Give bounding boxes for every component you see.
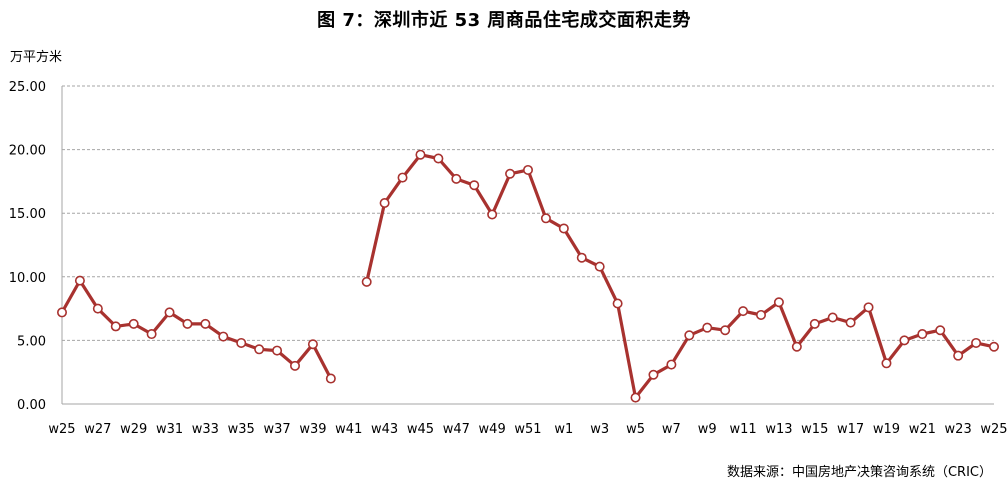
- axes: [61, 86, 994, 405]
- data-point: [254, 344, 265, 355]
- series-line-segment: [60, 279, 333, 380]
- x-tick-label: w29: [120, 422, 147, 437]
- data-point: [809, 318, 820, 329]
- data-point: [451, 173, 462, 184]
- data-point: [935, 325, 946, 336]
- series-line: [60, 153, 995, 400]
- data-point: [684, 330, 695, 341]
- data-point: [917, 329, 928, 340]
- gridlines: [62, 85, 994, 341]
- data-point: [953, 350, 964, 361]
- x-tick-label: w5: [626, 422, 645, 437]
- data-point: [971, 337, 982, 348]
- x-tick-label: w41: [335, 422, 362, 437]
- chart-title: 图 7：深圳市近 53 周商品住宅成交面积走势: [317, 10, 691, 31]
- x-tick-label: w3: [590, 422, 609, 437]
- x-tick-label: w23: [945, 422, 972, 437]
- data-point: [325, 373, 336, 384]
- y-tick-label: 25.00: [9, 80, 46, 95]
- x-tick-label: w9: [698, 422, 717, 437]
- data-point: [200, 318, 211, 329]
- data-point: [182, 318, 193, 329]
- data-point: [307, 339, 318, 350]
- x-tick-label: w7: [662, 422, 681, 437]
- data-point: [361, 276, 372, 287]
- data-point: [576, 252, 587, 263]
- x-tick-label: w33: [192, 422, 219, 437]
- series-line-segment: [365, 153, 995, 400]
- data-point: [863, 302, 874, 313]
- x-tick-label: w21: [909, 422, 936, 437]
- x-tick-label: w45: [407, 422, 434, 437]
- data-point: [738, 306, 749, 317]
- data-point: [827, 312, 838, 323]
- x-tick-label: w1: [554, 422, 573, 437]
- data-source-note: 数据来源：中国房地产决策咨询系统（CRIC）: [726, 465, 992, 480]
- data-point: [236, 337, 247, 348]
- data-point: [558, 223, 569, 234]
- data-point: [845, 317, 856, 328]
- data-point: [74, 275, 85, 286]
- y-axis-unit-label: 万平方米: [10, 50, 63, 65]
- x-tick-label: w25: [48, 422, 75, 437]
- x-tick-label: w47: [443, 422, 470, 437]
- data-point: [146, 329, 157, 340]
- data-point: [379, 198, 390, 209]
- x-tick-label: w25: [980, 422, 1007, 437]
- data-point: [272, 345, 283, 356]
- data-point: [487, 209, 498, 220]
- data-point: [110, 321, 121, 332]
- y-tick-labels: 0.00 5.00 10.00 15.00 20.00 25.00: [9, 80, 46, 413]
- data-point: [755, 309, 766, 320]
- data-point: [56, 307, 67, 318]
- data-point: [899, 335, 910, 346]
- data-point: [540, 213, 551, 224]
- y-tick-label: 10.00: [9, 271, 46, 286]
- data-point: [522, 164, 533, 175]
- data-point: [164, 307, 175, 318]
- data-point: [630, 392, 641, 403]
- x-tick-label: w19: [873, 422, 900, 437]
- data-point: [505, 168, 516, 179]
- data-points: [56, 149, 999, 403]
- x-tick-label: w11: [729, 422, 756, 437]
- data-point: [92, 303, 103, 314]
- data-point: [218, 331, 229, 342]
- data-point: [773, 297, 784, 308]
- data-point: [433, 153, 444, 164]
- y-tick-label: 15.00: [9, 207, 46, 222]
- y-tick-label: 20.00: [9, 144, 46, 159]
- x-tick-label: w37: [263, 422, 290, 437]
- x-tick-label: w51: [514, 422, 541, 437]
- data-point: [415, 149, 426, 160]
- x-tick-label: w13: [765, 422, 792, 437]
- data-point: [702, 322, 713, 333]
- x-tick-label: w17: [837, 422, 864, 437]
- x-tick-label: w43: [371, 422, 398, 437]
- data-point: [612, 298, 623, 309]
- data-point: [881, 358, 892, 369]
- data-point: [289, 360, 300, 371]
- y-tick-label: 5.00: [17, 334, 46, 349]
- y-tick-label: 0.00: [17, 398, 46, 413]
- x-tick-label: w27: [84, 422, 111, 437]
- data-point: [666, 359, 677, 370]
- x-tick-label: w49: [479, 422, 506, 437]
- x-tick-label: w15: [801, 422, 828, 437]
- data-point: [469, 180, 480, 191]
- data-point: [988, 341, 999, 352]
- data-point: [594, 261, 605, 272]
- data-point: [128, 318, 139, 329]
- data-point: [791, 341, 802, 352]
- x-tick-labels: w25 w27 w29 w31 w33 w35 w37 w39 w41 w43 w45 w47 w49 w…: [48, 422, 1007, 437]
- data-point: [397, 172, 408, 183]
- data-point: [648, 369, 659, 380]
- x-tick-label: w35: [228, 422, 255, 437]
- x-tick-label: w31: [156, 422, 183, 437]
- data-point: [720, 325, 731, 336]
- x-tick-label: w39: [299, 422, 326, 437]
